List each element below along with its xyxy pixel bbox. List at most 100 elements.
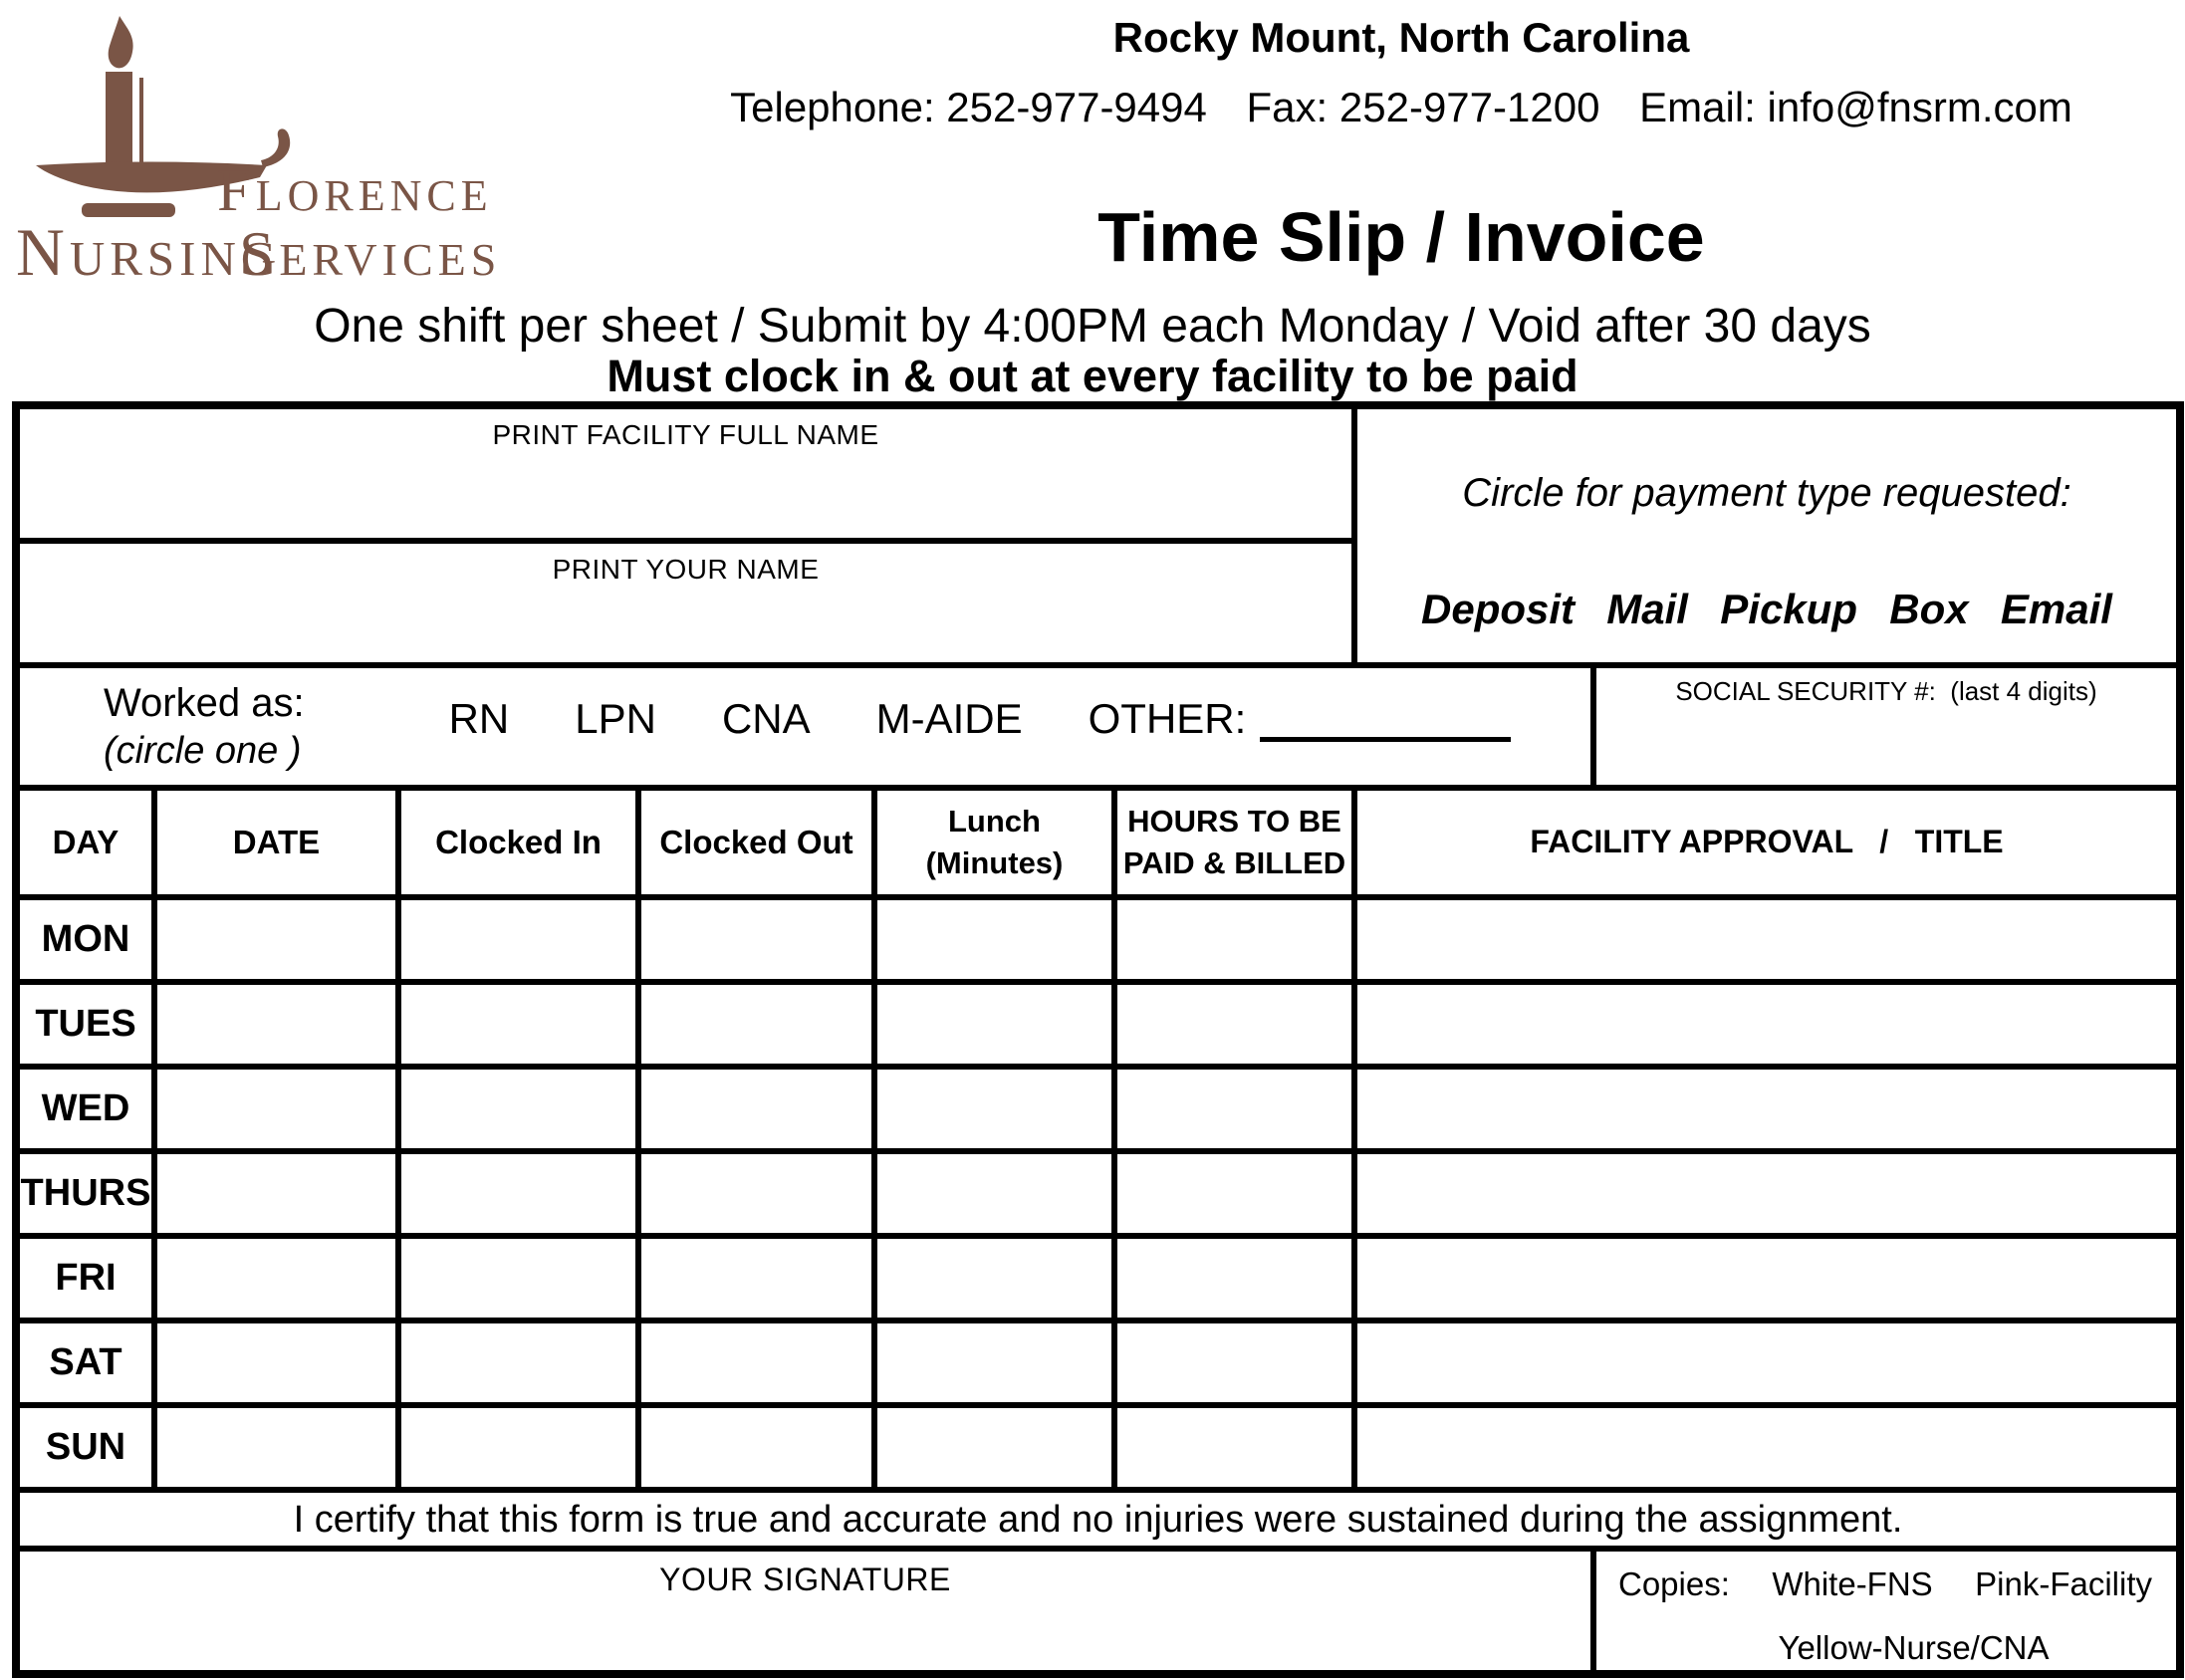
city-line: Rocky Mount, North Carolina xyxy=(1112,14,1690,61)
logo-word-services: SERVICES xyxy=(239,218,502,289)
clocked-in-cell-fri[interactable] xyxy=(398,1236,638,1320)
lunch-cell-sat[interactable] xyxy=(874,1320,1114,1405)
column-header-date: DATE xyxy=(154,788,398,897)
lunch-cell-sun[interactable] xyxy=(874,1405,1114,1490)
hours-cell-fri[interactable] xyxy=(1114,1236,1354,1320)
column-header-clocked-in: Clocked In xyxy=(398,788,638,897)
ssn-field[interactable]: SOCIAL SECURITY #: (last 4 digits) xyxy=(1593,665,2179,788)
clocked-out-cell-sat[interactable] xyxy=(638,1320,874,1405)
signature-field[interactable]: YOUR SIGNATURE xyxy=(17,1549,1593,1673)
subtitle-line: One shift per sheet / Submit by 4:00PM e… xyxy=(314,300,1871,353)
date-cell-mon[interactable] xyxy=(154,897,398,982)
column-header-lunch: Lunch (Minutes) xyxy=(874,788,1114,897)
facility-name-field[interactable]: PRINT FACILITY FULL NAME xyxy=(17,406,1354,541)
lunch-cell-fri[interactable] xyxy=(874,1236,1114,1320)
copy-pink-facility: Pink-Facility xyxy=(1975,1565,2152,1602)
column-header-facility-approval: FACILITY APPROVAL / TITLE xyxy=(1354,788,2179,897)
payment-option-mail[interactable]: Mail xyxy=(1606,586,1688,632)
payment-option-box[interactable]: Box xyxy=(1889,586,1969,632)
hours-cell-sun[interactable] xyxy=(1114,1405,1354,1490)
payment-option-pickup[interactable]: Pickup xyxy=(1720,586,1857,632)
column-header-day: DAY xyxy=(17,788,154,897)
candle-lamp-icon xyxy=(36,16,291,217)
your-name-field[interactable]: PRINT YOUR NAME xyxy=(17,541,1354,665)
approval-cell-sun[interactable] xyxy=(1354,1405,2179,1490)
worked-as-section: Worked as: (circle one ) RN LPN CNA M-AI… xyxy=(17,665,1593,788)
role-option-lpn[interactable]: LPN xyxy=(575,694,656,742)
lunch-cell-tues[interactable] xyxy=(874,982,1114,1067)
clocked-out-cell-fri[interactable] xyxy=(638,1236,874,1320)
hours-cell-wed[interactable] xyxy=(1114,1067,1354,1151)
certification-statement: I certify that this form is true and acc… xyxy=(17,1490,2179,1549)
day-label-sat: SAT xyxy=(17,1320,154,1405)
email-text: Email: info@fnsrm.com xyxy=(1639,84,2072,130)
day-label-fri: FRI xyxy=(17,1236,154,1320)
role-option-cna[interactable]: CNA xyxy=(721,694,811,742)
payment-options: Deposit Mail Pickup Box Email xyxy=(1357,586,2176,633)
company-logo: FLORENCE NURSING SERVICES xyxy=(12,14,590,283)
hours-cell-thurs[interactable] xyxy=(1114,1151,1354,1236)
contact-line: Telephone: 252-977-9494 Fax: 252-977-120… xyxy=(617,84,2185,131)
day-label-tues: TUES xyxy=(17,982,154,1067)
form-grid: PRINT FACILITY FULL NAME PRINT YOUR NAME… xyxy=(12,401,2184,1678)
copies-legend: Copies: White-FNS Pink-Facility Yellow-N… xyxy=(1593,1549,2179,1673)
clocked-in-cell-wed[interactable] xyxy=(398,1067,638,1151)
clocked-out-cell-tues[interactable] xyxy=(638,982,874,1067)
role-option-maide[interactable]: M-AIDE xyxy=(875,694,1023,742)
fax-text: Fax: 252-977-1200 xyxy=(1246,84,1600,130)
date-cell-wed[interactable] xyxy=(154,1067,398,1151)
clocked-in-cell-sat[interactable] xyxy=(398,1320,638,1405)
payment-option-email[interactable]: Email xyxy=(2000,586,2112,632)
payment-type-section: Circle for payment type requested: Depos… xyxy=(1354,406,2179,665)
approval-cell-mon[interactable] xyxy=(1354,897,2179,982)
column-header-clocked-out: Clocked Out xyxy=(638,788,874,897)
your-name-label: PRINT YOUR NAME xyxy=(552,554,820,585)
clocked-out-cell-sun[interactable] xyxy=(638,1405,874,1490)
role-other-blank-line[interactable] xyxy=(1260,696,1512,742)
date-cell-sun[interactable] xyxy=(154,1405,398,1490)
lunch-cell-wed[interactable] xyxy=(874,1067,1114,1151)
telephone-text: Telephone: 252-977-9494 xyxy=(730,84,1207,130)
clocked-out-cell-thurs[interactable] xyxy=(638,1151,874,1236)
logo-word-nursing: NURSING xyxy=(16,215,282,290)
facility-name-label: PRINT FACILITY FULL NAME xyxy=(492,419,879,450)
approval-cell-tues[interactable] xyxy=(1354,982,2179,1067)
clocked-in-cell-tues[interactable] xyxy=(398,982,638,1067)
date-cell-thurs[interactable] xyxy=(154,1151,398,1236)
date-cell-sat[interactable] xyxy=(154,1320,398,1405)
role-other-label: OTHER: xyxy=(1088,694,1247,742)
worked-as-label: Worked as: (circle one ) xyxy=(104,678,305,776)
clocked-out-cell-mon[interactable] xyxy=(638,897,874,982)
approval-cell-thurs[interactable] xyxy=(1354,1151,2179,1236)
clock-notice: Must clock in & out at every facility to… xyxy=(0,351,2185,408)
lunch-cell-mon[interactable] xyxy=(874,897,1114,982)
column-header-hours: HOURS TO BE PAID & BILLED xyxy=(1114,788,1354,897)
approval-cell-wed[interactable] xyxy=(1354,1067,2179,1151)
copy-white-fns: White-FNS xyxy=(1772,1565,1933,1602)
clocked-out-cell-wed[interactable] xyxy=(638,1067,874,1151)
day-label-wed: WED xyxy=(17,1067,154,1151)
copies-label: Copies: xyxy=(1618,1565,1730,1602)
lunch-cell-thurs[interactable] xyxy=(874,1151,1114,1236)
approval-cell-fri[interactable] xyxy=(1354,1236,2179,1320)
hours-cell-mon[interactable] xyxy=(1114,897,1354,982)
date-cell-tues[interactable] xyxy=(154,982,398,1067)
payment-prompt: Circle for payment type requested: xyxy=(1462,471,2071,515)
clocked-in-cell-sun[interactable] xyxy=(398,1405,638,1490)
day-label-mon: MON xyxy=(17,897,154,982)
clocked-in-cell-thurs[interactable] xyxy=(398,1151,638,1236)
role-option-rn[interactable]: RN xyxy=(448,694,510,742)
role-options: RN LPN CNA M-AIDE OTHER: xyxy=(449,695,1512,743)
approval-cell-sat[interactable] xyxy=(1354,1320,2179,1405)
hours-cell-tues[interactable] xyxy=(1114,982,1354,1067)
hours-cell-sat[interactable] xyxy=(1114,1320,1354,1405)
date-cell-fri[interactable] xyxy=(154,1236,398,1320)
signature-label: YOUR SIGNATURE xyxy=(659,1561,951,1597)
logo-word-florence: FLORENCE xyxy=(217,157,493,224)
clocked-in-cell-mon[interactable] xyxy=(398,897,638,982)
ssn-label: SOCIAL SECURITY #: (last 4 digits) xyxy=(1675,676,2097,706)
payment-option-deposit[interactable]: Deposit xyxy=(1421,586,1576,632)
day-label-sun: SUN xyxy=(17,1405,154,1490)
day-label-thurs: THURS xyxy=(17,1151,154,1236)
